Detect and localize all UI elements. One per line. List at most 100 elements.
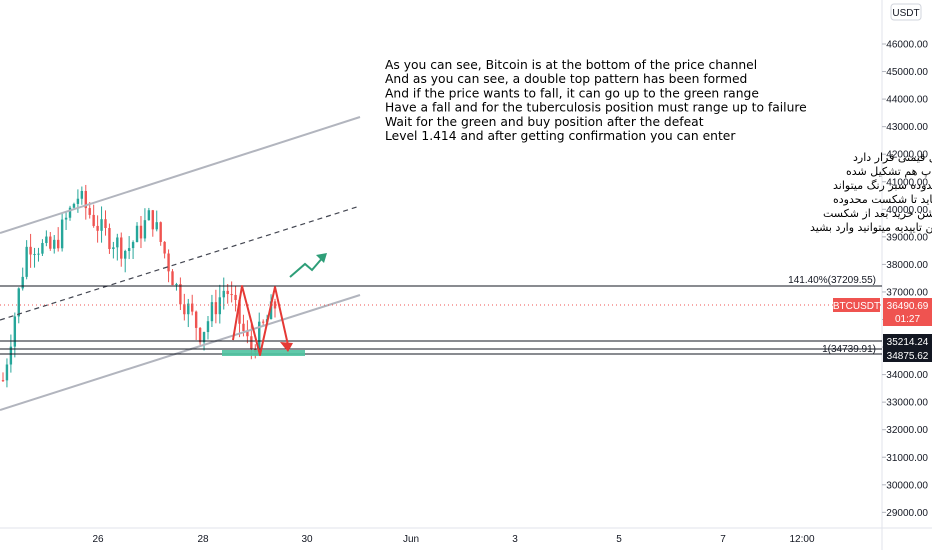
persian-annotation-line: و همانطور که میبینید یک الگوی دابل تاپ ه… [846,165,932,178]
candle-up [60,219,64,249]
level-high-text: 35214.24 [887,337,929,348]
time-tick-label: 3 [512,534,518,545]
persian-annotation[interactable]: همونجور که میبینید بیتکوین در کف کانال ق… [810,151,932,234]
candle-up [112,247,115,250]
candle-up [21,276,24,289]
english-annotation-line: And as you can see, a double top pattern… [385,72,747,86]
candle-down [230,294,233,296]
candle-up [25,246,28,277]
price-tick-label: 34000.00 [886,370,928,381]
price-tick-label: 41000.00 [886,177,928,188]
candle-down [183,304,186,315]
candle-up [143,220,147,239]
currency-button[interactable] [890,3,922,21]
double-top-zigzag[interactable] [232,285,289,356]
time-tick-label: 5 [616,534,622,545]
candle-up [53,239,56,249]
candle-down [167,253,170,272]
candle-up [80,190,84,199]
candle-up [202,332,206,343]
green-support-zone[interactable] [222,350,305,356]
level-high-badge [883,334,932,348]
candle-up [210,302,214,322]
candle-up [64,217,68,220]
candle-down [171,271,174,286]
candle-down [261,321,265,323]
english-annotation-line: As you can see, Bitcoin is at the bottom… [385,58,757,72]
candle-up [45,236,48,244]
time-tick-label: 7 [720,534,726,545]
time-tick-label: Jun [403,534,419,545]
candle-down [96,225,99,231]
candle-down [234,294,237,301]
price-tick-label: 44000.00 [886,95,928,106]
last-price-badge [883,298,932,326]
candle-down [250,336,253,350]
candle-up [175,284,178,286]
currency-label: USDT [892,8,919,19]
candle-up [13,316,17,347]
time-tick-label: 26 [92,534,104,545]
channel-upper-line[interactable] [0,116,361,234]
english-annotation-line: And if the price wants to fall, it can g… [385,86,759,100]
candle-down [151,210,154,230]
time-tick-label: 30 [301,534,313,545]
candle-down [139,225,143,239]
price-tick-label: 37000.00 [886,287,928,298]
down-arrow-head [280,342,293,352]
candle-up [269,301,273,320]
english-annotation[interactable]: As you can see, Bitcoin is at the bottom… [385,58,807,143]
level-low-badge [883,348,932,362]
candle-down [92,214,95,226]
candle-up [9,346,13,365]
candle-up [33,254,36,256]
candle-down [49,236,52,249]
persian-annotation-line: تراز 1.414 و بعد از گرفتن تاییدیه میتوان… [810,221,932,234]
persian-annotation-line: سبز رنگ صبر کنید و برای پوزیشن خرید بعد … [823,207,932,220]
candle-up [147,210,151,221]
symbol-badge [833,298,880,312]
candle-down [104,219,107,229]
price-tick-label: 43000.00 [886,122,928,133]
candle-down [1,380,5,382]
candle-up [187,303,190,315]
price-axis[interactable]: 29000.00 30000.00 31000.00 32000.00 33000.00… [882,40,928,519]
candle-down [246,330,249,337]
candle-up [5,364,9,381]
candle-down [56,239,60,249]
time-axis[interactable]: 26 28 30 Jun 3 5 7 12:00 [92,534,815,545]
persian-annotation-line: و اگر قیمت بخواهد ریزش بکند تا محدوده سب… [833,179,932,192]
persian-annotation-line: ریزش داشته باشد و برای پوزیشن سل باید تا… [833,193,932,206]
plot-area[interactable] [0,0,882,528]
price-tick-label: 46000.00 [886,40,928,51]
price-tick-label: 32000.00 [886,425,928,436]
candle-down [242,323,245,331]
candle-up [41,243,44,254]
persian-annotation-line: همونجور که میبینید بیتکوین در کف کانال ق… [853,151,932,164]
bullish-arrow-head [316,253,327,263]
channel-lower-line[interactable] [0,294,361,411]
candle-down [226,290,229,295]
candle-down [194,311,198,328]
time-tick-label: 12:00 [789,534,814,545]
bullish-arrow[interactable] [289,255,325,278]
time-tick-label: 28 [197,534,209,545]
candle-down [273,301,277,309]
candle-up [17,288,20,317]
candle-up [222,290,225,298]
price-tick-label: 31000.00 [886,453,928,464]
candle-down [120,237,123,259]
price-tick-label: 42000.00 [886,150,928,161]
fib-level-1414-label: 141.40%(37209.55) [788,275,876,286]
candle-up [68,207,72,218]
price-tick-label: 38000.00 [886,260,928,271]
candle-up [72,203,76,208]
candle-down [163,241,166,254]
level-low-text: 34875.62 [887,351,929,362]
english-annotation-line: Have a fall and for the tuberculosis pos… [385,101,807,115]
price-tick-label: 39000.00 [886,232,928,243]
candles [1,184,277,388]
fib-level-1-label: 1(34739.91) [822,344,876,355]
candle-up [155,222,158,230]
